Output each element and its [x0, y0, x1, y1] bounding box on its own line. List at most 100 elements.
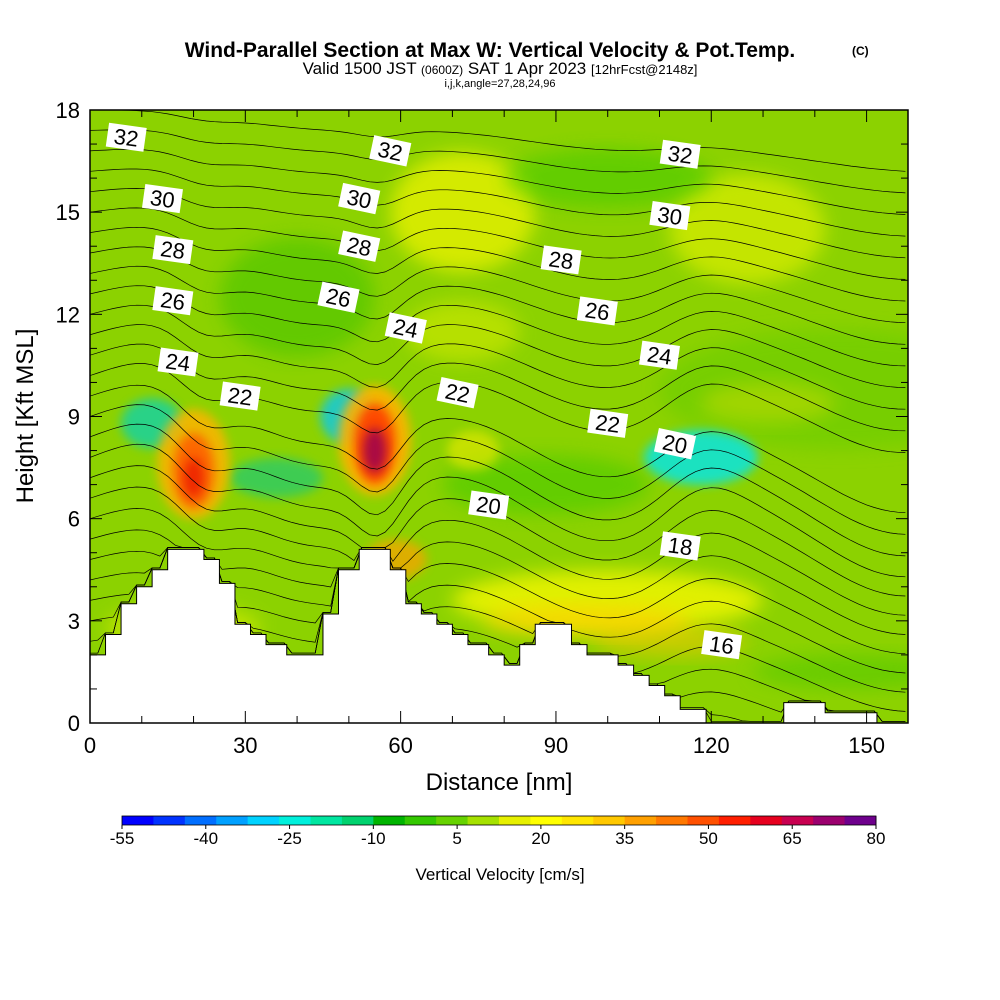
contour-label: 30 — [649, 201, 691, 230]
x-tick-label: 120 — [693, 733, 730, 758]
contour-label: 30 — [338, 182, 381, 215]
colorbar: -55 -40 -25 -10 5 20 35 50 65 80 — [110, 815, 885, 848]
colorbar-tick-label: 50 — [699, 829, 718, 848]
theta-contours — [90, 110, 906, 722]
contour-label: 18 — [659, 531, 701, 561]
contour-label-text: 26 — [583, 297, 611, 325]
contour-label-box — [369, 135, 412, 167]
colorbar-swatch — [687, 816, 720, 825]
colorbar-tick-label: -10 — [361, 829, 386, 848]
contour-label: 20 — [468, 490, 510, 520]
contour-label-text: 22 — [443, 378, 472, 408]
theta-contour-line — [90, 486, 906, 616]
colorbar-swatch — [467, 816, 500, 825]
theta-contour-line — [90, 343, 906, 432]
y-tick-label: 12 — [56, 302, 80, 327]
contour-label: 26 — [152, 286, 194, 315]
contour-label: 32 — [105, 122, 147, 152]
colorbar-swatch — [216, 816, 249, 825]
colorbar-swatch — [813, 816, 846, 825]
colorbar-swatch — [310, 816, 343, 825]
y-axis-label: Height [Kft MSL] — [12, 329, 39, 504]
theta-contour-line — [90, 226, 906, 302]
colorbar-swatch — [561, 816, 594, 825]
contour-label-box — [152, 235, 194, 265]
contour-label-box — [576, 296, 618, 326]
contour-label-box — [384, 312, 427, 344]
contour-label: 32 — [659, 139, 701, 169]
colorbar-tick-label: 35 — [615, 829, 634, 848]
colorbar-swatch — [247, 816, 280, 825]
contour-label-box — [701, 630, 743, 660]
contour-label-text: 20 — [475, 491, 503, 519]
contour-label-text: 16 — [708, 631, 736, 659]
colorbar-swatch — [624, 816, 657, 825]
contour-label: 20 — [653, 428, 697, 460]
title-unit: (C) — [852, 44, 869, 58]
y-tick-label: 0 — [68, 711, 80, 736]
colorbar-frame — [121, 815, 877, 826]
contour-label-text: 32 — [666, 141, 694, 169]
chart-indices: i,j,k,angle=27,28,24,96 — [444, 78, 555, 90]
contour-label: 28 — [152, 235, 194, 265]
colorbar-tick-label: 65 — [783, 829, 802, 848]
colorbar-swatch — [530, 816, 563, 825]
theta-contour-line — [90, 304, 906, 388]
theta-contour-line — [90, 529, 906, 655]
contour-label-box — [317, 281, 360, 313]
contour-label: 30 — [141, 184, 183, 213]
colorbar-swatch — [499, 816, 531, 825]
theta-contour-line — [90, 168, 906, 237]
contour-label-box — [659, 139, 701, 169]
contour-label-text: 22 — [226, 382, 254, 410]
contour-label-text: 24 — [164, 348, 192, 376]
contour-label-box — [468, 490, 510, 520]
subtitle-date: SAT 1 Apr 2023 — [468, 59, 586, 78]
x-tick-label: 0 — [84, 733, 96, 758]
velocity-blob — [183, 457, 204, 498]
contour-label: 24 — [639, 340, 680, 370]
contour-label: 24 — [384, 312, 427, 344]
contour-label-box — [639, 340, 680, 370]
contour-label-text: 30 — [345, 184, 374, 214]
y-tick-label: 15 — [56, 200, 80, 225]
contour-label: 28 — [540, 245, 582, 275]
theta-contour-line — [90, 110, 906, 172]
y-tick-label: 18 — [56, 98, 80, 123]
y-tick-label: 3 — [68, 609, 80, 634]
contour-label: 22 — [219, 381, 261, 411]
contour-label: 22 — [436, 376, 479, 409]
terrain — [90, 548, 908, 723]
colorbar-tick-label: -55 — [110, 829, 135, 848]
x-axis-label: Distance [nm] — [426, 769, 573, 796]
colorbar-swatch — [373, 816, 406, 825]
contour-label: 24 — [157, 347, 199, 377]
contour-label-box — [105, 122, 147, 152]
colorbar-label: Vertical Velocity [cm/s] — [415, 865, 584, 884]
contour-label-text: 28 — [345, 232, 374, 262]
contour-label-text: 32 — [112, 124, 140, 152]
colorbar-swatch — [593, 816, 626, 825]
theta-contour-line — [90, 246, 906, 324]
theta-contour-line — [90, 423, 906, 557]
contour-label-text: 24 — [646, 342, 674, 370]
theta-contour-line — [90, 508, 906, 635]
subtitle-utc: (0600Z) — [421, 63, 463, 77]
contour-label: 26 — [317, 281, 360, 313]
theta-contour-line — [90, 547, 906, 674]
y-tick-label: 9 — [68, 405, 80, 430]
contour-label-text: 24 — [391, 314, 420, 344]
contour-label-box — [540, 245, 582, 275]
contour-label-box — [659, 531, 701, 561]
velocity-blob — [447, 430, 499, 471]
velocity-blob — [752, 654, 908, 690]
contour-label-text: 18 — [666, 532, 694, 560]
contour-label-text: 20 — [660, 429, 689, 459]
colorbar-swatch — [718, 816, 751, 825]
contour-label-box — [157, 347, 199, 377]
colorbar-tick-label: -40 — [193, 829, 218, 848]
theta-contour-line — [90, 324, 906, 410]
